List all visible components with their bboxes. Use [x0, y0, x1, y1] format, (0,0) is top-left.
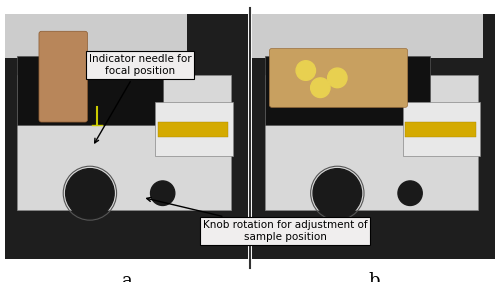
FancyBboxPatch shape	[252, 14, 495, 259]
Circle shape	[313, 169, 362, 218]
Text: Knob rotation for adjustment of
sample position: Knob rotation for adjustment of sample p…	[146, 197, 368, 242]
FancyBboxPatch shape	[264, 76, 478, 210]
FancyBboxPatch shape	[405, 122, 475, 137]
FancyBboxPatch shape	[5, 14, 187, 58]
Circle shape	[310, 78, 330, 98]
FancyBboxPatch shape	[270, 49, 407, 107]
FancyBboxPatch shape	[156, 102, 233, 157]
Circle shape	[328, 68, 347, 88]
FancyBboxPatch shape	[252, 14, 483, 58]
Text: Indicator needle for
focal position: Indicator needle for focal position	[88, 54, 192, 143]
Circle shape	[398, 181, 422, 206]
FancyBboxPatch shape	[403, 102, 480, 157]
FancyBboxPatch shape	[39, 31, 88, 122]
FancyBboxPatch shape	[17, 56, 163, 125]
Text: b: b	[368, 272, 380, 282]
Circle shape	[296, 61, 316, 80]
FancyBboxPatch shape	[5, 14, 248, 259]
FancyBboxPatch shape	[264, 56, 430, 125]
FancyBboxPatch shape	[158, 122, 228, 137]
Circle shape	[66, 169, 114, 218]
Circle shape	[150, 181, 175, 206]
Text: a: a	[121, 272, 132, 282]
FancyBboxPatch shape	[17, 76, 231, 210]
